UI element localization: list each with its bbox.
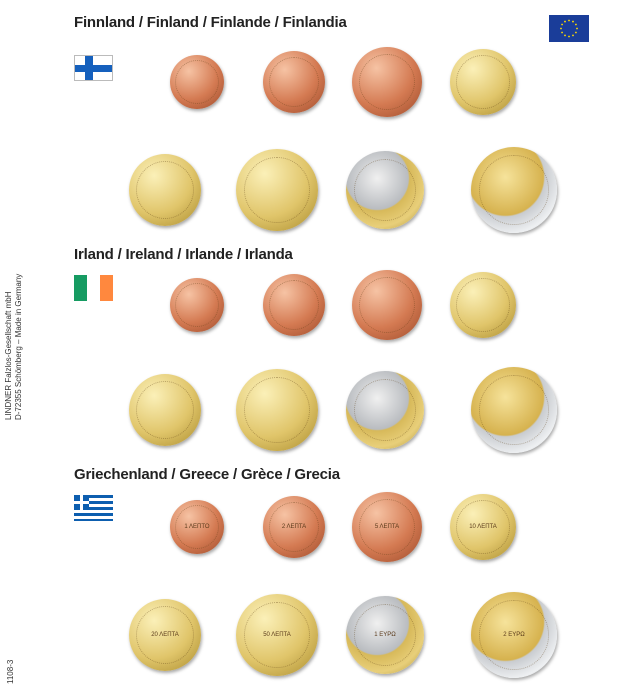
coin-face: 1 ΕΥΡΩ <box>353 603 417 667</box>
coin-face <box>135 380 195 440</box>
publisher-address: D-72355 Schömberg – Made in Germany <box>14 273 23 420</box>
eu-star <box>572 20 574 23</box>
coin-face: 2 ΛΕΠΤΑ <box>268 501 320 553</box>
coin-ireland-2c <box>263 274 325 336</box>
coin-finland-20c <box>129 154 201 226</box>
flag-finland <box>74 55 113 81</box>
eu-star <box>564 20 566 23</box>
coin-finland-50c <box>236 149 318 231</box>
heading-ireland: Irland / Ireland / Irlande / Irlanda <box>74 246 293 263</box>
heading-greece: Griechenland / Greece / Grèce / Grecia <box>74 466 340 483</box>
coin-greece-5c: 5 ΛΕΠΤΑ <box>352 492 422 562</box>
coin-finland-2c <box>263 51 325 113</box>
eu-star <box>560 27 562 30</box>
coin-finland-1€ <box>346 151 424 229</box>
coin-face <box>456 55 510 109</box>
eu-star <box>561 23 563 26</box>
coin-greece-20c: 20 ΛΕΠΤΑ <box>129 599 201 671</box>
coin-face <box>174 59 220 105</box>
coin-face: 5 ΛΕΠΤΑ <box>358 498 416 556</box>
coin-face <box>456 278 510 332</box>
page-code: 1108-3 <box>6 659 15 684</box>
eu-star <box>575 23 577 26</box>
coin-face <box>244 157 310 223</box>
coin-face: 2 ΕΥΡΩ <box>479 600 549 670</box>
eu-star <box>561 31 563 34</box>
coin-greece-10c: 10 ΛΕΠΤΑ <box>450 494 516 560</box>
coin-ireland-5c <box>352 270 422 340</box>
coin-finland-2€ <box>471 147 557 233</box>
coin-ireland-20c <box>129 374 201 446</box>
coin-face <box>479 375 549 445</box>
eu-star <box>572 34 574 37</box>
coin-face <box>174 282 220 328</box>
coin-greece-1c: 1 ΛΕΠΤΟ <box>170 500 224 554</box>
heading-finland: Finnland / Finland / Finlande / Finlandi… <box>74 14 347 31</box>
coin-face: 1 ΛΕΠΤΟ <box>174 504 220 550</box>
coin-greece-2c: 2 ΛΕΠΤΑ <box>263 496 325 558</box>
coin-greece-1€: 1 ΕΥΡΩ <box>346 596 424 674</box>
coin-ireland-2€ <box>471 367 557 453</box>
coin-face <box>358 276 416 334</box>
coin-ireland-10c <box>450 272 516 338</box>
coin-face <box>479 155 549 225</box>
coin-greece-50c: 50 ΛΕΠΤΑ <box>236 594 318 676</box>
publisher-info: LINDNER Falzlos-Gesellschaft mbH D-72355… <box>4 274 24 420</box>
eu-flag <box>549 15 589 42</box>
coin-ireland-50c <box>236 369 318 451</box>
coin-ireland-1€ <box>346 371 424 449</box>
coin-finland-10c <box>450 49 516 115</box>
flag-greece <box>74 495 113 521</box>
flag-ireland <box>74 275 113 301</box>
coin-finland-1c <box>170 55 224 109</box>
coin-face <box>135 160 195 220</box>
eu-star <box>575 31 577 34</box>
coin-face <box>244 377 310 443</box>
coin-ireland-1c <box>170 278 224 332</box>
eu-star <box>576 27 578 30</box>
coin-face <box>353 158 417 222</box>
eu-star <box>564 34 566 37</box>
publisher-name: LINDNER Falzlos-Gesellschaft mbH <box>4 291 13 420</box>
coin-face: 10 ΛΕΠΤΑ <box>456 500 510 554</box>
coin-face <box>353 378 417 442</box>
coin-face: 50 ΛΕΠΤΑ <box>244 602 310 668</box>
coin-face <box>268 56 320 108</box>
coin-face <box>268 279 320 331</box>
coin-greece-2€: 2 ΕΥΡΩ <box>471 592 557 678</box>
eu-star <box>568 19 570 22</box>
coin-face <box>358 53 416 111</box>
coin-face: 20 ΛΕΠΤΑ <box>135 605 195 665</box>
coin-finland-5c <box>352 47 422 117</box>
eu-star <box>568 35 570 38</box>
